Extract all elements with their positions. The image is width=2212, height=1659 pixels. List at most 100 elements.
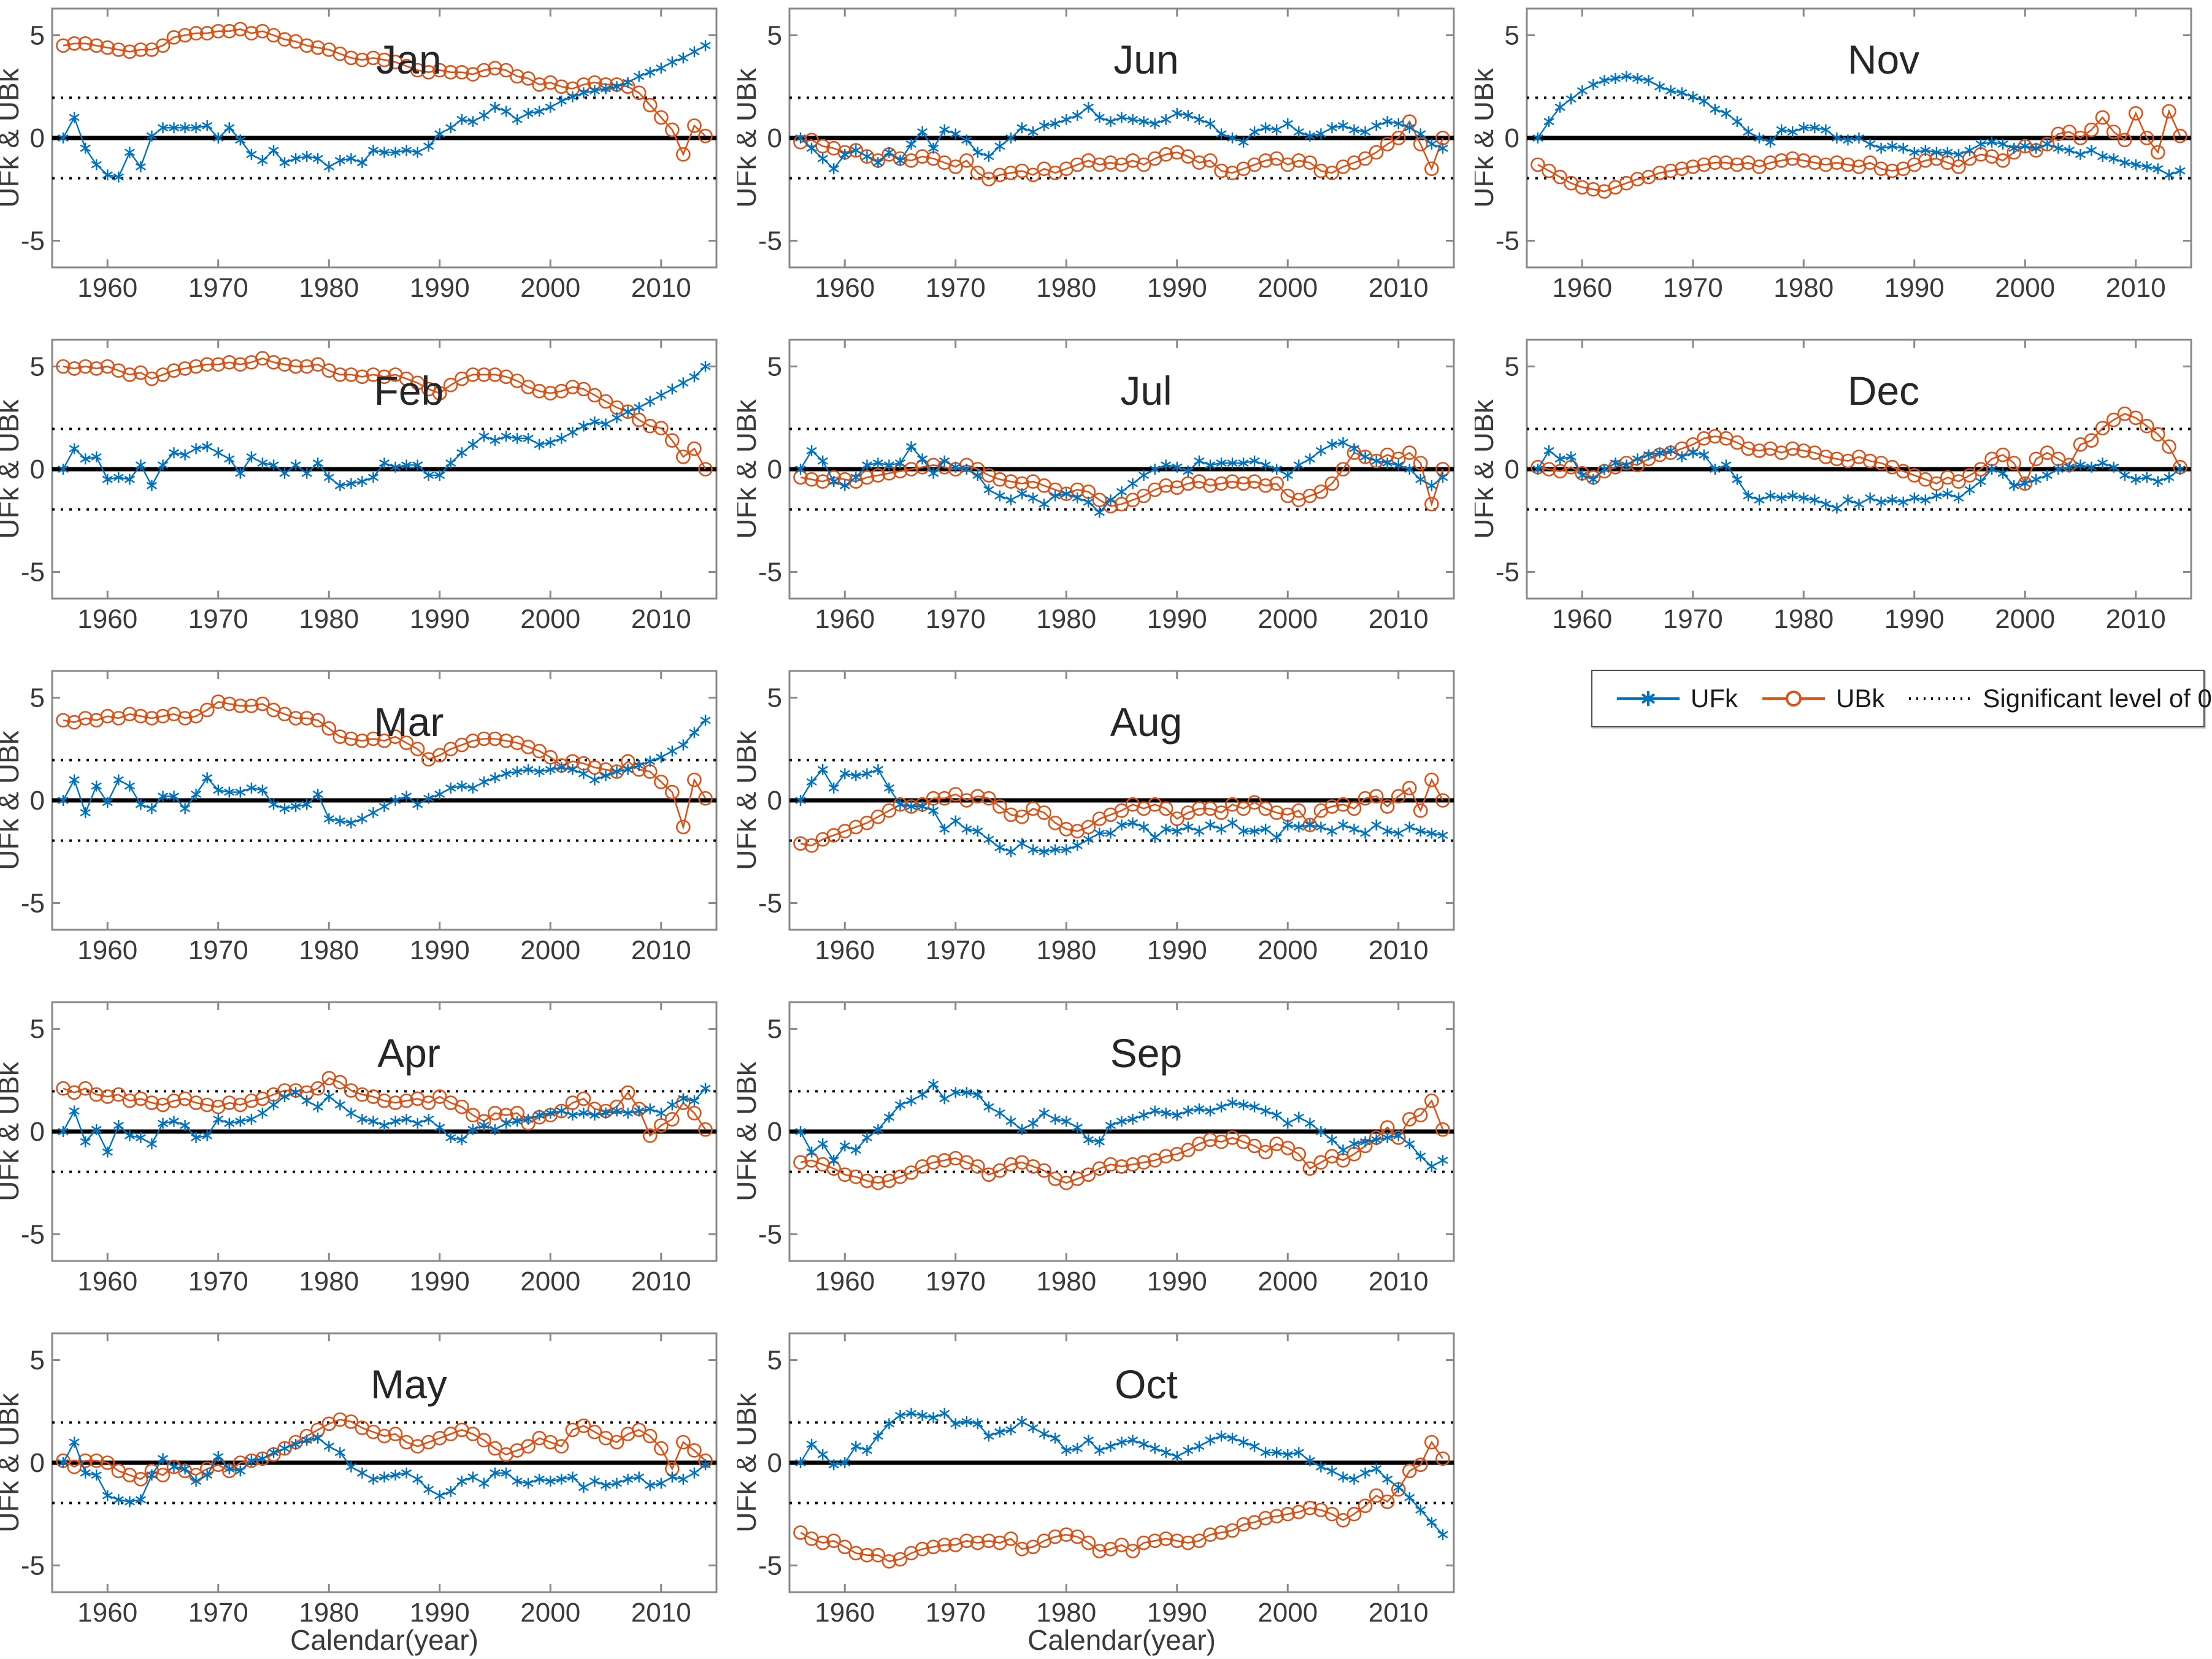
x-tick-labels: 1960 1970 1980 1990 2000 2010: [815, 273, 1428, 303]
ufk-series: [58, 40, 711, 183]
svg-text:1990: 1990: [410, 1598, 470, 1628]
svg-text:1970: 1970: [1663, 273, 1723, 303]
legend-item-ubk: UBk: [1760, 684, 1884, 713]
ufk-series: [795, 1079, 1448, 1172]
svg-text:-5: -5: [758, 888, 782, 918]
svg-text:0: 0: [30, 123, 45, 153]
y-tick-labels: 5 0 -5: [21, 352, 45, 588]
svg-text:2000: 2000: [1258, 273, 1318, 303]
svg-text:5: 5: [30, 21, 45, 51]
svg-text:2000: 2000: [520, 273, 580, 303]
svg-text:5: 5: [30, 1346, 45, 1376]
x-axis-label: Calendar(year): [290, 1624, 478, 1656]
svg-text:1990: 1990: [1147, 935, 1207, 965]
svg-text:1960: 1960: [77, 1598, 137, 1628]
svg-text:1990: 1990: [1884, 273, 1945, 303]
svg-text:0: 0: [767, 1117, 782, 1147]
svg-text:1990: 1990: [410, 1266, 470, 1297]
subplot-jan: 1960 1970 1980 1990 2000 2010 5 0 -5 UFk & UBk Jan: [0, 0, 737, 331]
svg-text:0: 0: [30, 786, 45, 816]
subplot-jul: 1960 1970 1980 1990 2000 2010 5 0 -5 UFk & UBk Jul: [730, 331, 1475, 662]
svg-text:0: 0: [30, 1117, 45, 1147]
plot-canvas: 1960 1970 1980 1990 2000 2010 5 0 -5 UFk & UBk Sep: [730, 1001, 1455, 1297]
plot-canvas: 1960 1970 1980 1990 2000 2010 5 0 -5 UFk & UBk Jan: [0, 7, 718, 303]
y-tick-labels: 5 0 -5: [1496, 352, 1519, 588]
svg-text:1990: 1990: [1884, 604, 1945, 634]
ubk-circle-markers: [793, 1435, 1450, 1569]
ubk-series: [793, 1435, 1450, 1569]
ufk-asterisk-markers: [58, 715, 711, 829]
ufk-series: [58, 361, 711, 491]
svg-text:1970: 1970: [188, 935, 248, 965]
svg-text:2000: 2000: [1258, 935, 1318, 965]
svg-text:-5: -5: [758, 557, 782, 587]
ufk-asterisk-markers: [1532, 445, 2186, 514]
svg-text:1980: 1980: [1773, 273, 1834, 303]
y-tick-labels: 5 0 -5: [21, 683, 45, 919]
svg-text:5: 5: [30, 683, 45, 713]
y-tick-labels: 5 0 -5: [21, 1346, 45, 1581]
x-tick-labels: 1960 1970 1980 1990 2000 2010: [815, 935, 1428, 965]
subplot-oct: 1960 1970 1980 1990 2000 2010 5 0 -5 UFk & UBk Oct…: [730, 1325, 1475, 1656]
dotted-line-icon: [1907, 686, 1974, 711]
svg-text:1980: 1980: [1036, 935, 1096, 965]
svg-text:1990: 1990: [1147, 1266, 1207, 1297]
svg-text:5: 5: [767, 1014, 782, 1044]
subplot-title: Jun: [1113, 37, 1178, 82]
y-tick-labels: 5 0 -5: [758, 352, 782, 588]
ubk-series: [56, 21, 713, 162]
svg-text:5: 5: [30, 352, 45, 382]
svg-text:1990: 1990: [410, 273, 470, 303]
y-tick-labels: 5 0 -5: [758, 21, 782, 256]
subplot-may: 1960 1970 1980 1990 2000 2010 5 0 -5 UFk & UBk May…: [0, 1325, 737, 1656]
svg-text:2010: 2010: [2106, 273, 2166, 303]
subplot-title: Nov: [1848, 37, 1919, 82]
svg-text:-5: -5: [21, 1550, 45, 1580]
svg-text:1960: 1960: [1552, 273, 1612, 303]
ufk-asterisk-markers: [795, 101, 1448, 175]
y-axis-label: UFk & UBk: [737, 1061, 762, 1201]
svg-text:2010: 2010: [631, 604, 691, 634]
plot-canvas: 1960 1970 1980 1990 2000 2010 5 0 -5 UFk & UBk Apr: [0, 1001, 718, 1297]
svg-text:2010: 2010: [1369, 604, 1429, 634]
svg-text:2010: 2010: [631, 1266, 691, 1297]
legend-item-sig: Significant level of 0.05: [1907, 684, 2212, 713]
y-tick-labels: 5 0 -5: [1496, 21, 1519, 256]
ubk-circle-markers: [793, 114, 1450, 186]
svg-text:0: 0: [1505, 123, 1519, 153]
y-axis-label: UFk & UBk: [737, 67, 762, 207]
ubk-series: [1530, 406, 2187, 491]
y-axis-label: UFk & UBk: [0, 399, 25, 538]
svg-text:1980: 1980: [299, 273, 359, 303]
svg-text:-5: -5: [21, 1219, 45, 1249]
subplot-title: Oct: [1115, 1362, 1178, 1407]
svg-text:0: 0: [767, 1448, 782, 1478]
x-tick-labels: 1960 1970 1980 1990 2000 2010: [1552, 604, 2165, 634]
plot-canvas: 1960 1970 1980 1990 2000 2010 5 0 -5 UFk & UBk Oct…: [730, 1332, 1455, 1656]
x-tick-labels: 1960 1970 1980 1990 2000 2010: [815, 604, 1428, 634]
svg-text:2000: 2000: [1258, 604, 1318, 634]
svg-text:1980: 1980: [1036, 273, 1096, 303]
subplot-title: May: [371, 1362, 447, 1407]
svg-text:0: 0: [767, 454, 782, 485]
ubk-circle-markers: [56, 351, 713, 477]
x-tick-labels: 1960 1970 1980 1990 2000 2010: [815, 1598, 1428, 1628]
y-tick-labels: 5 0 -5: [21, 1014, 45, 1250]
svg-text:-5: -5: [758, 226, 782, 256]
svg-text:2000: 2000: [520, 935, 580, 965]
svg-text:5: 5: [767, 683, 782, 713]
axis-ticks: [789, 1333, 1454, 1592]
y-tick-labels: 5 0 -5: [758, 683, 782, 919]
y-tick-labels: 5 0 -5: [21, 21, 45, 256]
subplot-title: Feb: [374, 368, 444, 413]
svg-text:1960: 1960: [815, 935, 875, 965]
svg-text:2010: 2010: [631, 935, 691, 965]
subplot-title: Jul: [1120, 368, 1172, 413]
ufk-series: [795, 101, 1448, 175]
ubk-series: [793, 1094, 1450, 1190]
svg-text:5: 5: [1505, 21, 1519, 51]
ufk-series: [58, 715, 711, 829]
svg-text:0: 0: [30, 454, 45, 485]
ufk-line-asterisk-icon: [1615, 686, 1682, 711]
